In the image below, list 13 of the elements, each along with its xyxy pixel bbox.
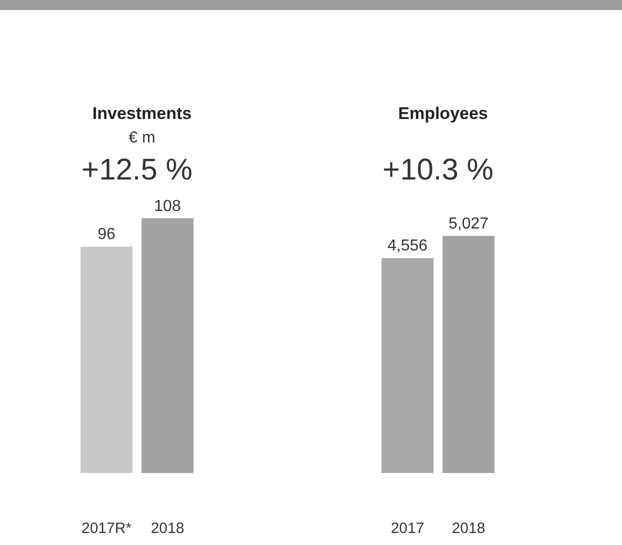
x-tick-label: 2017 [390,520,424,537]
chart-title: Investments [92,104,192,123]
chart-subtitle: € m [128,130,156,146]
data-label: 5,027 [448,215,489,232]
text: +10.3 % [382,154,494,186]
chart-title: Employees [398,104,488,123]
x-tick-label: 2018 [452,520,486,537]
data-label: 108 [154,198,181,215]
x-tick-label: 2018 [150,520,184,537]
text: +12.5 % [82,154,192,186]
x-tick-label: 2017R* [81,520,132,537]
data-label: 96 [98,226,116,244]
data-label: 4,556 [387,238,428,255]
